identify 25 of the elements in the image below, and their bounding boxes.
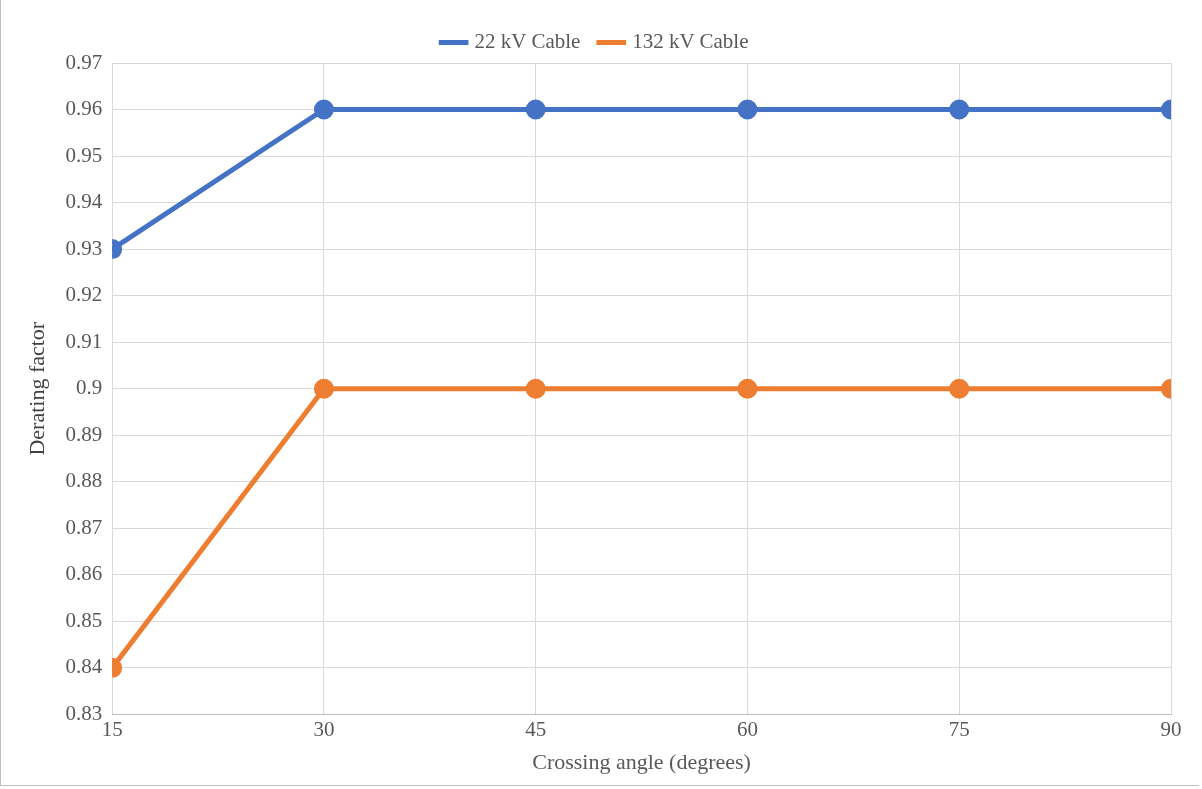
y-tick-label: 0.87 (65, 514, 103, 539)
y-tick-label: 0.97 (65, 49, 103, 74)
y-tick-label: 0.94 (65, 189, 103, 214)
x-tick-label: 15 (101, 716, 123, 741)
y-tick-label: 0.88 (65, 468, 103, 493)
y-tick-label: 0.93 (65, 235, 103, 260)
y-tick-label: 0.96 (65, 96, 103, 121)
x-tick-label: 90 (1160, 716, 1182, 741)
y-tick-label: 0.85 (65, 607, 103, 632)
x-axis-title: Crossing angle (degrees) (532, 748, 751, 774)
x-tick-label: 60 (736, 716, 758, 741)
y-tick-label: 0.83 (65, 700, 103, 725)
x-tick-label: 30 (313, 716, 335, 741)
y-tick-label: 0.9 (75, 375, 103, 400)
y-tick-label: 0.95 (65, 142, 103, 167)
y-tick-label: 0.84 (65, 654, 103, 679)
y-tick-label: 0.91 (65, 328, 103, 353)
y-axis-title: Derating factor (23, 321, 49, 456)
legend-label: 22 kV Cable (474, 29, 581, 54)
x-tick-label: 45 (525, 716, 547, 741)
y-tick-label: 0.92 (65, 282, 103, 307)
legend-label: 132 kV Cable (632, 29, 749, 54)
y-tick-label: 0.89 (65, 421, 103, 446)
y-tick-label: 0.86 (65, 561, 103, 586)
x-tick-label: 75 (948, 716, 970, 741)
